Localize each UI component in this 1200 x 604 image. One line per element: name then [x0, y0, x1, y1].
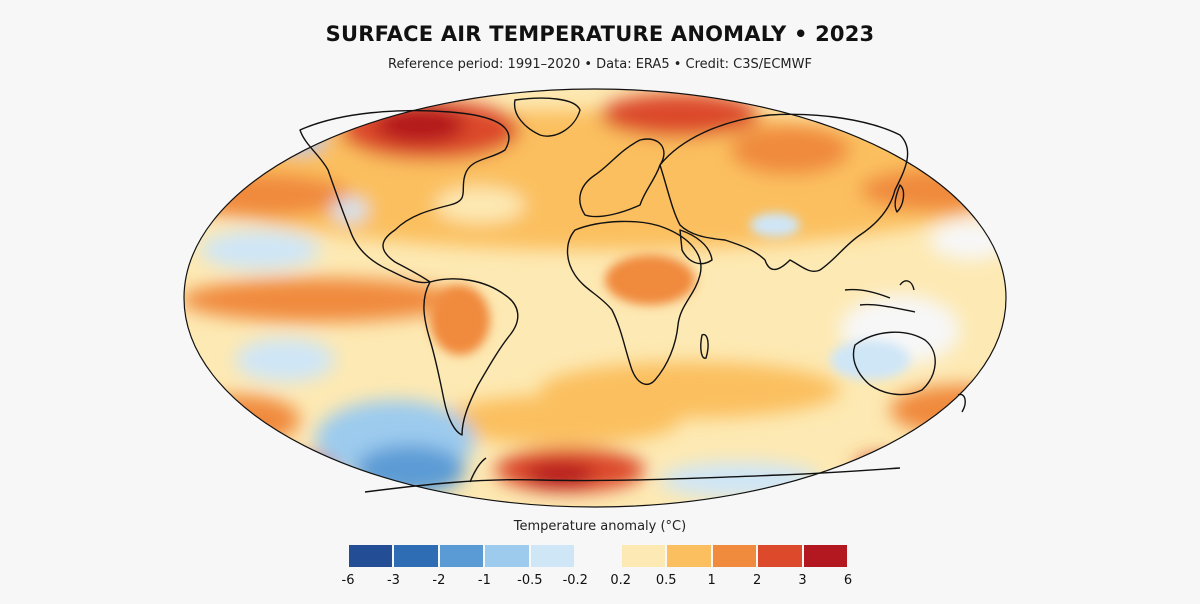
legend-tick-label: -3	[386, 573, 400, 588]
legend-tick-label: 3	[798, 573, 807, 588]
legend-tick-label: -2	[432, 573, 446, 588]
coastlines	[299, 97, 966, 493]
legend-swatch	[394, 545, 438, 567]
legend-tick-label: -0.2	[562, 573, 588, 588]
map-title: SURFACE AIR TEMPERATURE ANOMALY • 2023	[325, 22, 875, 46]
legend-tick-label: 1	[707, 573, 716, 588]
map-subtitle: Reference period: 1991–2020 • Data: ERA5…	[388, 57, 812, 72]
legend-tick-label: 6	[843, 573, 853, 588]
legend-swatch	[439, 545, 484, 567]
legend-tick-label: -1	[477, 573, 491, 588]
legend-swatch	[758, 545, 802, 567]
legend-tick-label: 2	[752, 573, 762, 588]
legend-swatch	[349, 545, 393, 567]
color-legend: -6 -3 -2 -1 -0.5 -0.2 0.2 0.5 1 2 3 6	[342, 545, 852, 593]
legend-swatch	[485, 545, 529, 567]
anomaly-field	[184, 89, 1006, 507]
legend-tick-label: -6	[341, 573, 355, 588]
legend-tick-label: 0.5	[655, 573, 677, 588]
legend-tick-label: -0.5	[517, 573, 543, 588]
legend-swatch	[803, 545, 847, 567]
legend-tick-label: 0.2	[610, 573, 632, 588]
legend-swatch	[667, 545, 711, 567]
legend-swatch	[621, 545, 666, 567]
legend-swatch	[576, 545, 620, 567]
legend-swatch	[712, 545, 757, 567]
globe-outline	[183, 88, 1007, 508]
legend-swatch	[530, 545, 575, 567]
legend-title: Temperature anomaly (°C)	[513, 519, 687, 534]
